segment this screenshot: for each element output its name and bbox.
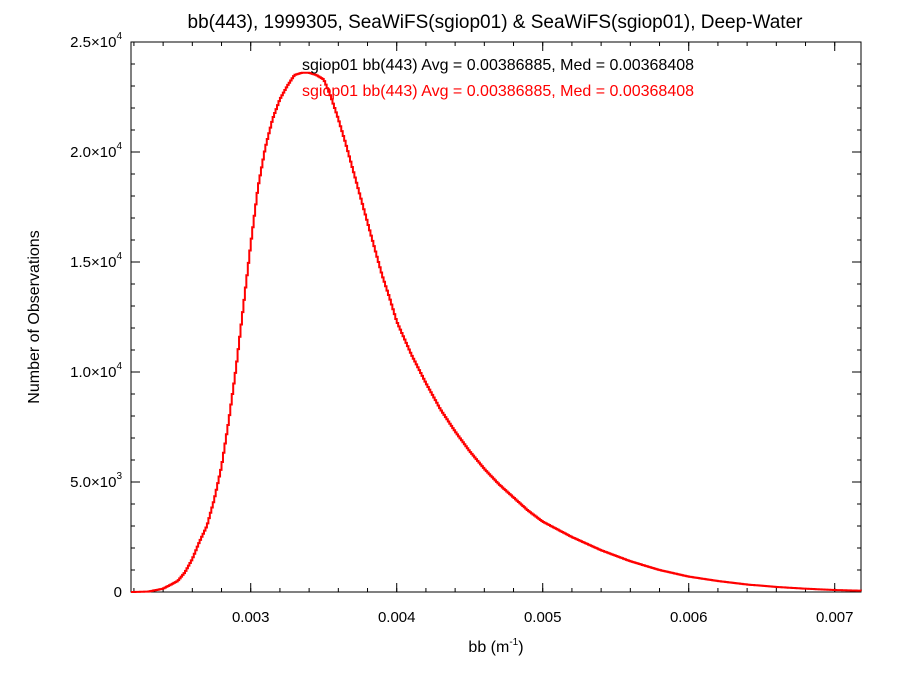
histogram-series-line [131, 71, 862, 593]
stats-annotation-black: sgiop01 bb(443) Avg = 0.00386885, Med = … [302, 57, 694, 74]
y-tick-label: 1.5×104 [70, 251, 122, 271]
plot-frame [130, 41, 862, 593]
y-tick-label: 0 [114, 584, 122, 601]
y-tick-label: 5.0×103 [70, 471, 122, 491]
x-tick-label: 0.003 [232, 609, 270, 626]
y-axis-label: Number of Observations [26, 230, 43, 403]
x-tick-labels: 0.003 0.004 0.005 0.006 0.007 [232, 609, 854, 626]
y-tick-label: 1.0×104 [70, 361, 122, 381]
y-tick-label: 2.0×104 [70, 141, 122, 161]
y-tick-labels: 0 5.0×103 1.0×104 1.5×104 2.0×104 2.5×104 [70, 31, 122, 601]
x-tick-label: 0.006 [670, 609, 708, 626]
y-tick-label: 2.5×104 [70, 31, 122, 51]
stats-annotation-red: sgiop01 bb(443) Avg = 0.00386885, Med = … [302, 83, 694, 100]
x-tick-label: 0.004 [378, 609, 416, 626]
x-tick-label: 0.007 [816, 609, 854, 626]
axis-ticks [131, 41, 861, 593]
x-axis-label: bb (m-1) [468, 637, 523, 656]
chart-title: bb(443), 1999305, SeaWiFS(sgiop01) & Sea… [188, 12, 804, 33]
x-tick-label: 0.005 [524, 609, 562, 626]
